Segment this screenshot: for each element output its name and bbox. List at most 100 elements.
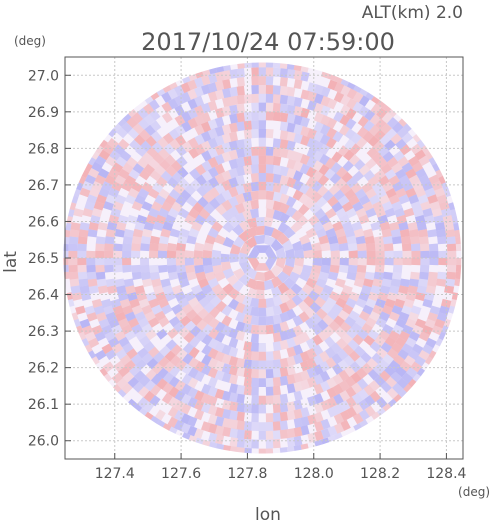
echo-cell (441, 325, 449, 334)
echo-cell (427, 194, 439, 204)
echo-cell (349, 143, 362, 155)
echo-cell (310, 313, 323, 325)
echo-cell (149, 170, 162, 181)
echo-cell (244, 267, 257, 280)
echo-cell (78, 278, 89, 287)
echo-cell (160, 278, 171, 288)
echo-cell (411, 343, 424, 355)
echo-cell (236, 148, 245, 159)
echo-cell (271, 228, 283, 240)
echo-cell (338, 264, 349, 274)
echo-cell (382, 181, 394, 193)
echo-cell (384, 250, 394, 258)
echo-cell (279, 103, 289, 114)
echo-cell (175, 134, 187, 147)
echo-cell (145, 329, 157, 341)
echo-cell (251, 67, 259, 77)
echo-cell (376, 397, 388, 409)
echo-cell (103, 373, 113, 382)
echo-cell (251, 386, 259, 396)
echo-cell (265, 146, 274, 156)
echo-cell (319, 361, 331, 373)
echo-cell (432, 163, 440, 172)
echo-cell (371, 181, 384, 193)
echo-cell (282, 264, 294, 277)
echo-cell (188, 346, 200, 359)
echo-cell (171, 201, 183, 213)
echo-cell (214, 193, 226, 205)
echo-cell (441, 182, 449, 191)
echo-cell (69, 278, 80, 287)
echo-cell (222, 268, 235, 280)
echo-cell (200, 393, 211, 404)
echo-cell (403, 123, 412, 132)
echo-cell (232, 236, 245, 248)
echo-cell (95, 271, 106, 280)
y-unit-label: (deg) (14, 34, 46, 48)
echo-cell (150, 130, 163, 143)
echo-cell (285, 248, 296, 258)
echo-cell (397, 156, 409, 168)
echo-cell (320, 428, 331, 439)
echo-cell (222, 236, 235, 248)
echo-cell (392, 271, 402, 280)
echo-cell (167, 406, 179, 418)
echo-cell (286, 308, 297, 320)
echo-cell (395, 138, 407, 150)
echo-cell (327, 98, 338, 110)
echo-cell (300, 135, 310, 146)
echo-cell (70, 285, 81, 294)
echo-cell (237, 63, 245, 69)
echo-cell (102, 361, 115, 373)
echo-cell (418, 155, 430, 167)
echo-cell (333, 189, 345, 201)
echo-cell (450, 209, 457, 217)
echo-cell (411, 258, 421, 266)
echo-cell (388, 194, 400, 205)
echo-cell (381, 201, 393, 211)
echo-cell (242, 314, 252, 325)
echo-cell (118, 336, 130, 348)
echo-cell (456, 258, 462, 266)
echo-cell (249, 208, 259, 219)
echo-cell (384, 258, 394, 266)
echo-cell (272, 102, 281, 113)
echo-cell (152, 221, 164, 231)
echo-cell (396, 214, 407, 224)
echo-cell (308, 271, 320, 282)
echo-cell (393, 250, 403, 258)
echo-cell (236, 103, 245, 114)
echo-cell (149, 271, 160, 281)
echo-cell (387, 156, 399, 168)
echo-cell (301, 283, 314, 295)
echo-cell (152, 285, 164, 295)
echo-cell (78, 229, 89, 238)
echo-cell (258, 431, 266, 440)
echo-cell (398, 194, 410, 205)
echo-cell (228, 196, 239, 208)
echo-cell (390, 228, 401, 238)
echo-cell (205, 290, 217, 302)
echo-cell (201, 84, 211, 95)
echo-cell (143, 103, 155, 115)
echo-cell (63, 250, 69, 258)
echo-cell (174, 380, 186, 392)
echo-cell (345, 297, 357, 309)
echo-cell (353, 85, 362, 93)
echo-cell (327, 235, 339, 245)
echo-cell (228, 158, 239, 170)
echo-cell (344, 376, 356, 388)
echo-cell (265, 173, 274, 183)
echo-cell (366, 250, 376, 258)
echo-cell (367, 369, 380, 381)
echo-cell (410, 361, 422, 373)
echo-cell (148, 250, 159, 258)
echo-cell (207, 147, 219, 159)
echo-cell (265, 93, 274, 103)
echo-cell (265, 360, 274, 370)
echo-cell (221, 199, 233, 211)
echo-cell (293, 170, 304, 182)
echo-cell (124, 330, 137, 341)
echo-cell (320, 124, 331, 136)
echo-cell (317, 174, 330, 186)
